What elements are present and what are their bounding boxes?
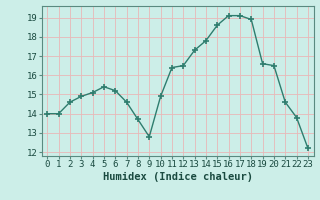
X-axis label: Humidex (Indice chaleur): Humidex (Indice chaleur) — [103, 172, 252, 182]
